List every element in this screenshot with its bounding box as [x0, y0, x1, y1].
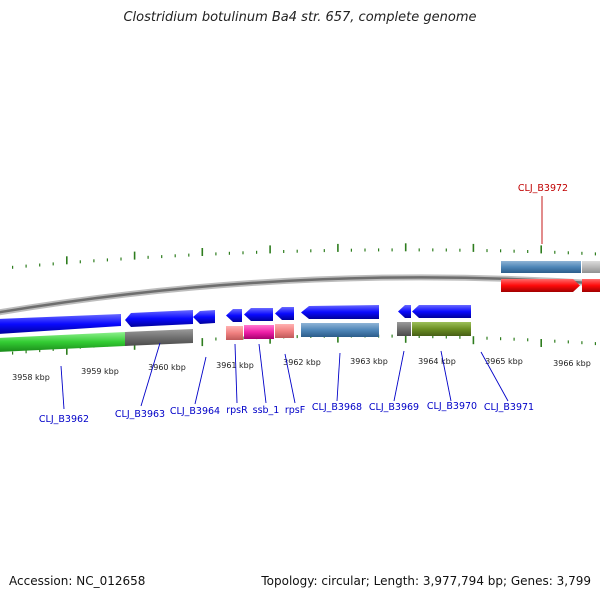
gene-label-clj-b3971: CLJ_B3971: [484, 402, 534, 413]
gene-label-clj-b3962: CLJ_B3962: [39, 414, 89, 425]
gene-clj-b3972-light: [501, 261, 581, 273]
accession-text: Accession: NC_012658: [9, 574, 146, 588]
gene-clj-b3969-arrow: [398, 305, 411, 318]
scale-label: 3966 kbp: [553, 359, 591, 368]
scale-label: 3960 kbp: [148, 363, 186, 372]
gene-next-red: [582, 279, 600, 292]
gene-next-gray: [582, 261, 600, 273]
topology-text: Topology: circular; Length: 3,977,794 bp…: [261, 574, 591, 588]
scale-label: 3961 kbp: [216, 361, 254, 370]
gene-label-clj-b3970: CLJ_B3970: [427, 401, 477, 412]
leader-line: [140, 342, 161, 407]
scale-label: 3965 kbp: [485, 357, 523, 366]
leader-line: [194, 356, 207, 405]
gene-rpsf-arrow: [275, 307, 294, 320]
gene-labels: CLJ_B3962 CLJ_B3963 CLJ_B3964 rpsR ssb_1…: [39, 183, 568, 425]
scale-label: 3962 kbp: [283, 358, 321, 367]
gene-track-inner: [0, 305, 471, 352]
scale-label: 3959 kbp: [81, 367, 119, 376]
gene-ssb-box: [244, 325, 274, 339]
gene-track-outer: [501, 261, 600, 292]
gene-label-clj-b3963: CLJ_B3963: [115, 409, 165, 420]
gene-label-rpsf: rpsF: [285, 405, 305, 416]
gene-rpsr-box: [226, 326, 243, 340]
gene-clj-b3962-arrow: [0, 314, 121, 334]
map-title: Clostridium botulinum Ba4 str. 657, comp…: [123, 10, 477, 25]
gene-clj-b3968-arrow: [301, 305, 379, 319]
leader-line: [480, 351, 509, 402]
gene-label-clj-b3968: CLJ_B3968: [312, 402, 362, 413]
scale-label: 3958 kbp: [12, 373, 50, 382]
leader-line: [336, 352, 341, 402]
gene-clj-b3962-box: [0, 332, 125, 352]
scale-label: 3963 kbp: [350, 357, 388, 366]
scale-labels: 3958 kbp 3959 kbp 3960 kbp 3961 kbp 3962…: [12, 357, 591, 382]
gene-label-clj-b3969: CLJ_B3969: [369, 402, 419, 413]
leader-line: [258, 343, 267, 404]
gene-rpsr-arrow: [226, 309, 242, 322]
gene-clj-b3970-arrow: [412, 305, 471, 318]
gene-label-ssb-1: ssb_1: [253, 405, 280, 416]
gene-clj-b3968-box: [301, 323, 379, 337]
gene-clj-b3969-box: [397, 322, 411, 336]
gene-clj-b3964-arrow: [193, 310, 215, 324]
leader-line: [440, 350, 452, 402]
gene-label-rpsr: rpsR: [226, 405, 248, 416]
gene-label-clj-b3964: CLJ_B3964: [170, 406, 220, 417]
gene-clj-b3963-arrow: [125, 310, 193, 327]
gene-rpsf-box: [275, 324, 294, 338]
leader-line: [284, 353, 296, 404]
gene-clj-b3972: [501, 279, 580, 292]
leader-line: [234, 343, 238, 404]
gene-clj-b3963-box: [125, 329, 193, 346]
label-leaders: [60, 342, 509, 410]
upper-tick-marks: [12, 243, 597, 269]
gene-ssb-arrow: [244, 308, 273, 321]
scale-label: 3964 kbp: [418, 357, 456, 366]
gene-clj-b3970-box: [412, 322, 471, 336]
leader-line: [393, 350, 405, 402]
gene-label-clj-b3972: CLJ_B3972: [518, 183, 568, 194]
leader-line: [60, 365, 65, 410]
